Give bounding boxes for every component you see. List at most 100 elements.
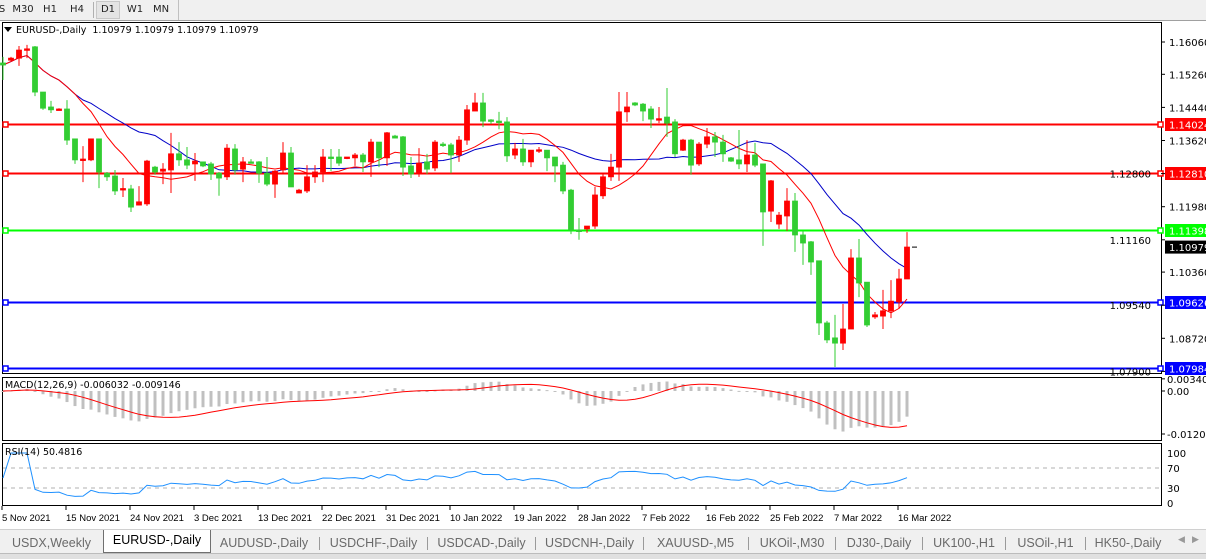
macd-histogram-bar [554,391,557,392]
rsi-label: RSI(14) 50.4816 [5,447,82,458]
bearish-candle [185,160,190,165]
macd-histogram-bar [226,391,229,404]
bullish-candle [473,103,478,111]
ohlc-values: 1.10979 1.10979 1.10979 1.10979 [92,25,258,36]
macd-histogram-bar [842,391,845,432]
tab-usoil-h1[interactable]: USOil-,H1 [1006,533,1085,553]
macd-histogram-bar [698,387,701,391]
main-panel-frame [3,23,1162,374]
candlesticks [1,45,918,367]
level-handle-icon [1158,300,1163,305]
tab-audusd-daily[interactable]: AUDUSD-,Daily [210,533,318,553]
tab-dj30-daily[interactable]: DJ30-,Daily [836,533,922,553]
macd-histogram-bar [242,391,245,402]
tab-ukoil-m30[interactable]: UKOil-,M30 [749,533,835,553]
macd-histogram-bar [154,391,157,417]
bearish-candle [177,154,182,160]
date-axis-label: 25 Feb 2022 [770,513,823,524]
macd-histogram-bar [66,391,69,402]
date-axis-label: 31 Dec 2021 [386,513,440,524]
date-axis-label: 7 Mar 2022 [834,513,882,524]
date-axis-label: 3 Dec 2021 [194,513,243,524]
bearish-candle [153,167,158,172]
macd-histogram-bar [898,391,901,422]
bullish-candle [137,202,142,205]
tab-scroll-left-icon[interactable]: ◀ [1178,535,1185,545]
bullish-candle [321,157,326,172]
bullish-candle [297,190,302,193]
macd-axis-label: 0.00 [1167,387,1189,398]
panel-frames [3,23,1162,506]
tab-usdx-weekly[interactable]: USDX,Weekly [0,533,103,553]
macd-histogram-bar [322,391,325,398]
macd-histogram-bar [482,382,485,391]
tab-uk100-h1[interactable]: UK100-,H1 [923,533,1005,553]
bullish-candle [777,215,782,224]
macd-histogram-bar [706,387,709,391]
rsi-axis-label: 100 [1167,449,1186,460]
tab-usdcnh-daily[interactable]: USDCNH-,Daily [536,533,643,553]
tab-usdcad-daily[interactable]: USDCAD-,Daily [428,533,535,553]
bullish-candle [697,144,702,164]
tab-usdchf-daily[interactable]: USDCHF-,Daily [320,533,427,553]
macd-histogram-bar [770,391,773,397]
level-handle-icon [3,228,8,233]
macd-histogram-bar [658,382,661,391]
macd-histogram-bar [394,388,397,391]
level-handle-icon [3,122,8,127]
bearish-candle [729,158,734,161]
bullish-candle [529,150,534,162]
bullish-candle [617,112,622,167]
macd-histogram-bar [370,391,373,392]
macd-histogram-bar [74,391,77,406]
macd-histogram-bar [874,391,877,428]
date-axis-label: 19 Jan 2022 [514,513,566,524]
price-axis-label: 1.15260 [1169,70,1206,81]
bullish-candle [369,142,374,162]
bearish-candle [721,142,726,154]
bearish-candle [73,139,78,160]
price-axis-label: 1.07900 [1110,367,1151,378]
tab-eurusd-daily[interactable]: EURUSD-,Daily [103,530,211,553]
bearish-candle [105,173,110,177]
bearish-candle [49,107,54,110]
bullish-candle [657,119,662,121]
bullish-candle [9,58,14,60]
price-level-tag-label: 1.07984 [1169,365,1206,376]
bearish-candle [753,155,758,165]
bullish-candle [745,155,750,164]
macd-histogram-bar [282,391,285,399]
macd-histogram-bar [82,391,85,409]
bullish-candle [225,148,230,177]
rsi-axis-label: 70 [1167,464,1180,475]
bearish-candle [441,144,446,146]
tab-hk50-daily[interactable]: HK50-,Daily [1086,533,1170,553]
macd-histogram-bar [274,391,277,401]
bearish-candle [1,63,6,65]
macd-histogram-bar [754,391,757,392]
price-axis-label: 1.10360 [1169,268,1206,279]
macd-histogram-bar [210,391,213,407]
price-axis-label: 1.13620 [1169,136,1206,147]
bullish-candle [705,137,710,144]
bullish-candle [145,161,150,204]
tab-xauusd-m5[interactable]: XAUUSD-,M5 [644,533,747,553]
macd-histogram-bar [378,391,381,392]
date-axis-label: 5 Nov 2021 [2,513,51,524]
bearish-candle [257,162,262,173]
bullish-candle [161,169,166,171]
macd-histogram-bar [362,391,365,393]
bearish-candle [569,190,574,230]
bullish-candle [785,201,790,216]
bearish-candle [289,153,294,187]
status-strip [0,553,1206,559]
bullish-candle [57,109,62,111]
macd-histogram-bar [354,391,357,393]
macd-histogram-bar [738,391,741,392]
bullish-candle [169,154,174,170]
bullish-candle [593,195,598,226]
tab-scroll-right-icon[interactable]: ▶ [1192,535,1199,545]
collapse-triangle-icon[interactable] [4,27,12,32]
